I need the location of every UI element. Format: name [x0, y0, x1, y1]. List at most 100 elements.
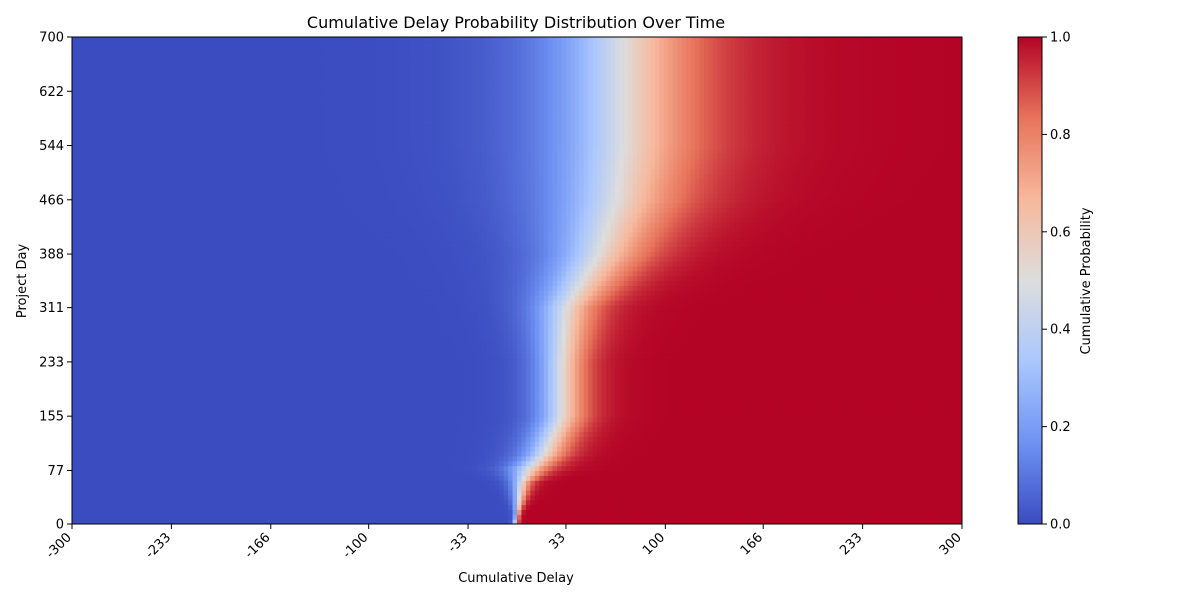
heatmap-cell	[543, 416, 549, 423]
heatmap-cell	[307, 519, 313, 524]
heatmap-cell	[681, 475, 687, 481]
heatmap-cell	[387, 485, 393, 491]
heatmap-cell	[76, 480, 82, 486]
heatmap-cell	[565, 499, 571, 506]
heatmap-cell	[775, 504, 781, 510]
heatmap-cell	[232, 455, 238, 462]
heatmap-cell	[948, 450, 954, 457]
heatmap-cell	[499, 436, 505, 442]
heatmap-cell	[712, 475, 718, 481]
heatmap-cell	[606, 407, 612, 413]
heatmap-cell	[209, 441, 215, 447]
heatmap-cell	[303, 489, 309, 496]
heatmap-cell	[797, 485, 803, 491]
heatmap-cell	[864, 421, 870, 428]
heatmap-cell	[721, 509, 727, 515]
heatmap-cell	[125, 504, 131, 510]
heatmap-cell	[917, 494, 923, 501]
heatmap-cell	[165, 407, 171, 413]
heatmap-cell	[321, 455, 327, 462]
heatmap-cell	[334, 407, 340, 413]
heatmap-cell	[583, 450, 589, 457]
heatmap-cell	[325, 455, 331, 462]
heatmap-cell	[681, 455, 687, 462]
heatmap-cell	[565, 514, 571, 520]
heatmap-cell	[508, 480, 514, 486]
heatmap-cell	[904, 416, 910, 423]
heatmap-cell	[436, 411, 442, 418]
heatmap-cell	[886, 470, 892, 476]
heatmap-cell	[490, 509, 496, 515]
heatmap-cell	[810, 450, 816, 457]
heatmap-cell	[926, 480, 932, 486]
heatmap-cell	[290, 441, 296, 447]
heatmap-cell	[116, 421, 122, 428]
heatmap-cell	[325, 416, 331, 423]
heatmap-cell	[85, 426, 91, 433]
heatmap-cell	[632, 514, 638, 520]
heatmap-cell	[837, 416, 843, 423]
heatmap-cell	[476, 431, 482, 437]
heatmap-cell	[855, 519, 861, 524]
heatmap-cell	[637, 441, 643, 447]
heatmap-cell	[565, 446, 571, 452]
heatmap-cell	[138, 407, 144, 413]
heatmap-cell	[481, 455, 487, 462]
heatmap-cell	[169, 499, 175, 506]
heatmap-cell	[401, 470, 407, 476]
heatmap-cell	[120, 499, 126, 506]
heatmap-cell	[739, 460, 745, 467]
heatmap-cell	[343, 411, 349, 418]
heatmap-cell	[178, 426, 184, 433]
heatmap-cell	[205, 455, 211, 462]
heatmap-cell	[895, 411, 901, 418]
heatmap-cell	[614, 416, 620, 423]
heatmap-cell	[855, 402, 861, 408]
heatmap-cell	[735, 407, 741, 413]
heatmap-cell	[72, 455, 78, 462]
heatmap-cell	[112, 465, 118, 472]
heatmap-cell	[227, 514, 233, 520]
heatmap-cell	[356, 470, 362, 476]
heatmap-cell	[699, 446, 705, 452]
heatmap-cell	[307, 407, 313, 413]
heatmap-cell	[819, 470, 825, 476]
heatmap-cell	[557, 504, 563, 510]
heatmap-cell	[312, 436, 318, 442]
heatmap-cell	[588, 402, 594, 408]
heatmap-cell	[352, 499, 358, 506]
heatmap-cell	[574, 441, 580, 447]
heatmap-cell	[303, 480, 309, 486]
heatmap-cell	[588, 475, 594, 481]
heatmap-cell	[717, 426, 723, 433]
heatmap-cell	[89, 402, 95, 408]
heatmap-cell	[846, 489, 852, 496]
heatmap-cell	[192, 475, 198, 481]
heatmap-cell	[494, 504, 500, 510]
heatmap-cell	[761, 446, 767, 452]
heatmap-cell	[837, 514, 843, 520]
heatmap-cell	[850, 509, 856, 515]
heatmap-cell	[472, 431, 478, 437]
heatmap-cell	[281, 455, 287, 462]
heatmap-cell	[423, 455, 429, 462]
heatmap-cell	[72, 489, 78, 496]
heatmap-cell	[881, 465, 887, 472]
heatmap-cell	[646, 485, 652, 491]
heatmap-cell	[245, 509, 251, 515]
heatmap-cell	[784, 504, 790, 510]
heatmap-cell	[312, 460, 318, 467]
heatmap-cell	[904, 426, 910, 433]
heatmap-cell	[272, 402, 278, 408]
heatmap-cell	[459, 465, 465, 472]
heatmap-cell	[445, 470, 451, 476]
heatmap-cell	[383, 455, 389, 462]
heatmap-cell	[512, 460, 518, 467]
heatmap-cell	[120, 475, 126, 481]
heatmap-cell	[183, 504, 189, 510]
heatmap-cell	[859, 455, 865, 462]
heatmap-cell	[784, 416, 790, 423]
heatmap-cell	[85, 450, 91, 457]
heatmap-cell	[330, 504, 336, 510]
heatmap-cell	[841, 455, 847, 462]
